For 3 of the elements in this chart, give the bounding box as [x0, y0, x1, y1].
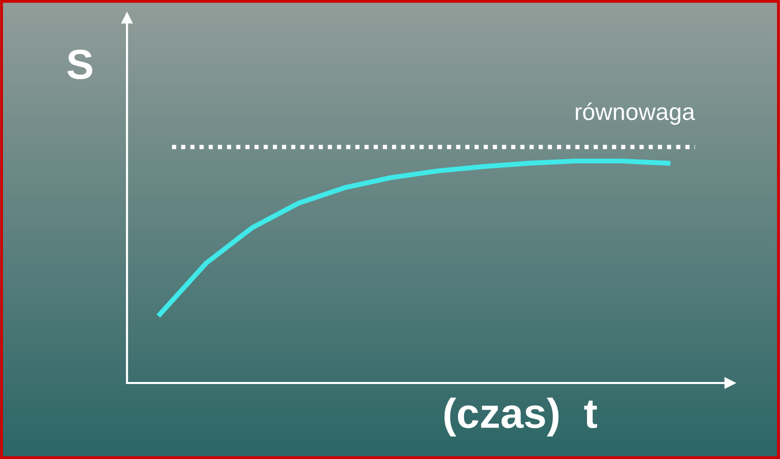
x-axis-title: (czas) t	[444, 398, 598, 436]
ref-line-label: równowaga	[576, 102, 696, 125]
y-axis-title: S	[67, 50, 92, 80]
